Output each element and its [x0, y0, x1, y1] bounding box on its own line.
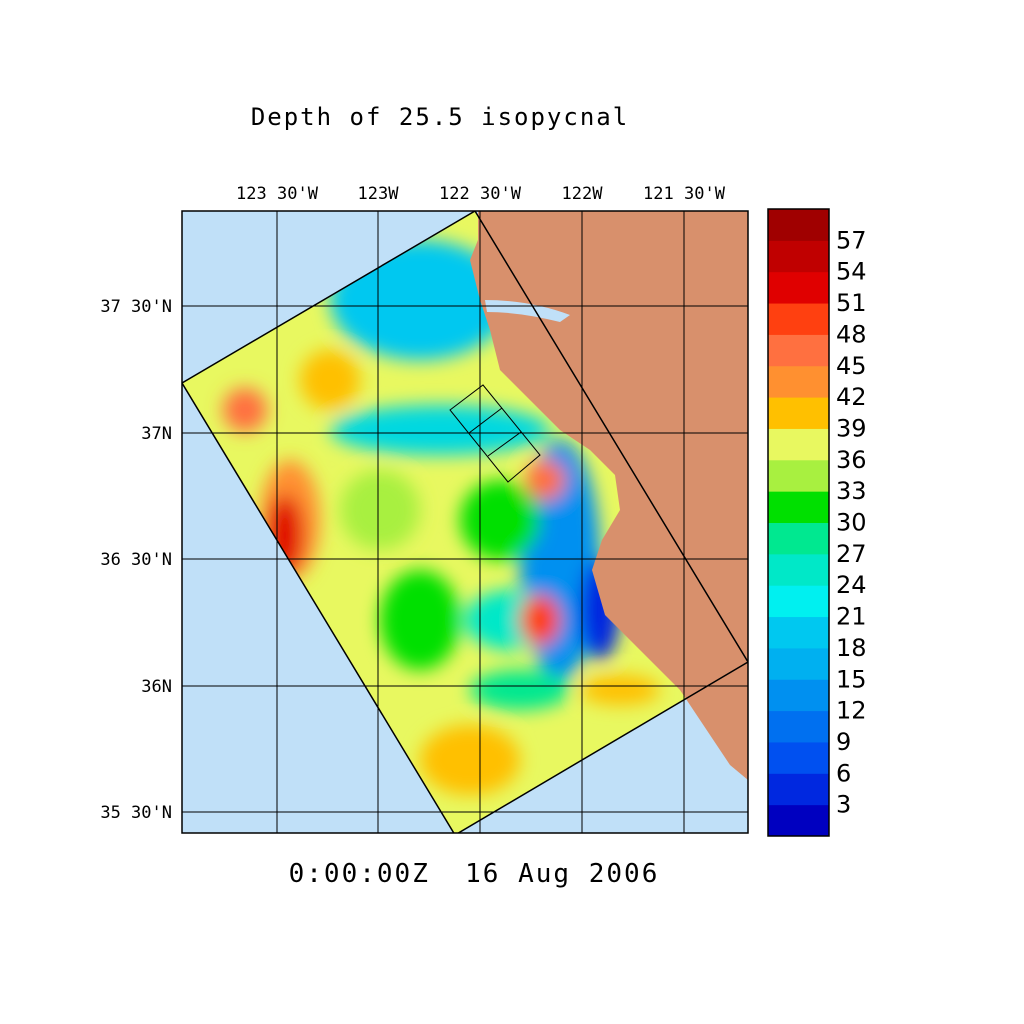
colorbar-label: 12 — [836, 697, 867, 725]
lon-label: 122W — [562, 184, 604, 204]
map — [182, 211, 748, 833]
colorbar-label: 21 — [836, 603, 867, 631]
colorbar-swatch — [768, 428, 829, 461]
land — [470, 211, 748, 780]
colorbar-swatch — [768, 804, 829, 837]
colorbar-label: 33 — [836, 477, 867, 505]
colorbar-label: 39 — [836, 414, 867, 442]
colorbar-label: 18 — [836, 634, 867, 662]
colorbar-swatch — [768, 271, 829, 304]
colorbar-label: 6 — [836, 759, 851, 787]
colorbar-swatch — [768, 334, 829, 367]
lat-label: 37 30'N — [100, 297, 172, 317]
colorbar-label: 42 — [836, 383, 867, 411]
colorbar-swatch — [768, 616, 829, 649]
colorbar-swatch — [768, 741, 829, 774]
colorbar-swatch — [768, 647, 829, 680]
title: Depth of 25.5 isopycnal — [251, 103, 629, 131]
colorbar-swatch — [768, 240, 829, 273]
colorbar-label: 24 — [836, 571, 867, 599]
lon-label: 123W — [358, 184, 400, 204]
colorbar-label: 48 — [836, 320, 867, 348]
colorbar-swatch — [768, 459, 829, 492]
map-frame — [181, 210, 749, 834]
lon-label: 122 30'W — [439, 184, 522, 204]
colorbar-label: 30 — [836, 509, 867, 537]
colorbar-swatch — [768, 491, 829, 523]
colorbar-frame — [767, 208, 830, 837]
colorbar-label: 15 — [836, 665, 867, 693]
lat-label: 36N — [141, 677, 172, 697]
domain-outline — [182, 211, 748, 833]
colorbar-label: 36 — [836, 446, 867, 474]
colorbar-swatch — [768, 303, 829, 335]
lon-label: 121 30'W — [643, 184, 726, 204]
lat-label: 37N — [141, 424, 172, 444]
lat-label: 36 30'N — [100, 550, 172, 570]
colorbar-label: 3 — [836, 791, 851, 819]
lat-label: 35 30'N — [100, 803, 172, 823]
colorbar-swatch — [768, 679, 829, 712]
colorbar-label: 54 — [836, 258, 867, 286]
colorbar-label: 57 — [836, 226, 867, 254]
timestamp: 0:00:00Z 16 Aug 2006 — [289, 859, 660, 889]
colorbar-label: 51 — [836, 289, 867, 317]
graticule — [182, 211, 748, 833]
colorbar-label: 27 — [836, 540, 867, 568]
colorbar-swatch — [768, 773, 829, 806]
colorbar-swatch — [768, 365, 829, 398]
subdomain — [449, 384, 541, 483]
colorbar-label: 45 — [836, 352, 867, 380]
lon-label: 123 30'W — [236, 184, 319, 204]
colorbar-swatch — [768, 585, 829, 618]
colorbar-label: 9 — [836, 728, 851, 756]
colorbar-swatch — [768, 209, 829, 241]
colorbar-swatch — [768, 553, 829, 586]
colorbar-swatch — [768, 522, 829, 555]
colorbar-swatch — [768, 710, 829, 743]
colorbar-swatch — [768, 397, 829, 429]
